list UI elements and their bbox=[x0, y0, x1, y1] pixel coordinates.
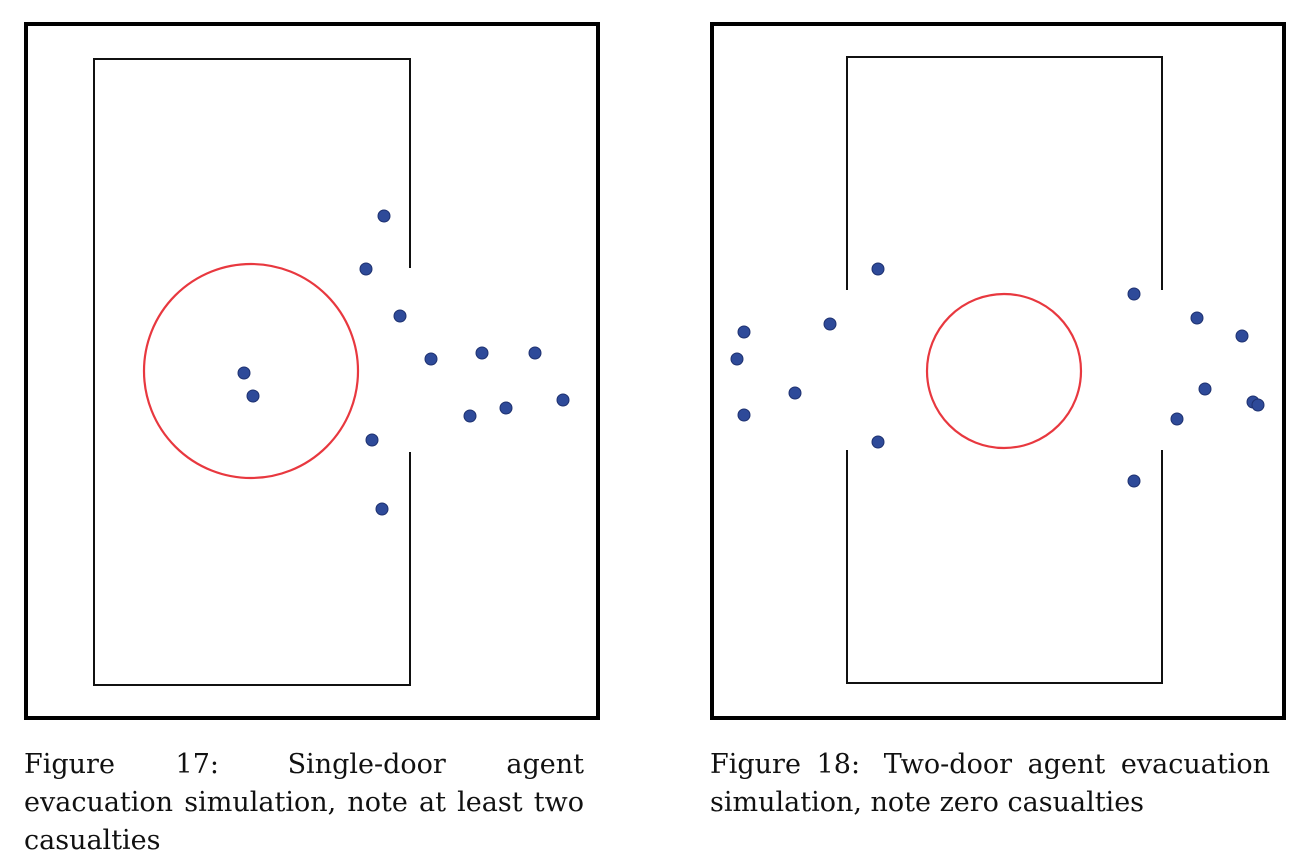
agent-dot bbox=[377, 209, 391, 223]
figure-17-label: Figure 17: bbox=[24, 749, 219, 780]
agent-dot bbox=[1127, 287, 1141, 301]
agent-dot bbox=[424, 352, 438, 366]
agent-dot bbox=[1127, 474, 1141, 488]
agent-dot bbox=[365, 433, 379, 447]
agent-dot bbox=[823, 317, 837, 331]
agent-dot bbox=[730, 352, 744, 366]
agent-dot bbox=[528, 346, 542, 360]
agent-dot bbox=[788, 386, 802, 400]
agent-dot bbox=[1198, 382, 1212, 396]
figure-17-simulation bbox=[24, 22, 600, 720]
agent-dot bbox=[463, 409, 477, 423]
threat-circle bbox=[925, 292, 1083, 450]
room-wall-top bbox=[846, 56, 1163, 290]
agent-dot bbox=[375, 502, 389, 516]
figure-18-caption-text: Two-door agent evacuation simulation, no… bbox=[710, 749, 1270, 818]
agent-dot bbox=[1170, 412, 1184, 426]
outer-frame bbox=[24, 22, 600, 720]
room-wall-bottom bbox=[846, 450, 1163, 684]
agent-dot bbox=[393, 309, 407, 323]
room-wall bbox=[93, 58, 411, 686]
agent-dot bbox=[556, 393, 570, 407]
agent-dot bbox=[871, 435, 885, 449]
figure-17-caption: Figure 17: Single-door agent evacuation … bbox=[24, 746, 584, 860]
agent-dot bbox=[359, 262, 373, 276]
figure-18-caption: Figure 18: Two-door agent evacuation sim… bbox=[710, 746, 1270, 822]
agent-dot bbox=[737, 408, 751, 422]
figure-18-panel bbox=[710, 22, 1286, 720]
figure-18-simulation bbox=[710, 22, 1286, 720]
agent-dot bbox=[1235, 329, 1249, 343]
figure-18-label: Figure 18: bbox=[710, 749, 861, 780]
agent-dot bbox=[475, 346, 489, 360]
threat-circle bbox=[142, 262, 360, 480]
figure-17-panel bbox=[24, 22, 600, 720]
agent-dot bbox=[1190, 311, 1204, 325]
casualty-agent-dot bbox=[237, 366, 251, 380]
agent-dot bbox=[737, 325, 751, 339]
agent-dot bbox=[499, 401, 513, 415]
agent-dot bbox=[1251, 398, 1265, 412]
outer-frame bbox=[710, 22, 1286, 720]
casualty-agent-dot bbox=[246, 389, 260, 403]
agent-dot bbox=[871, 262, 885, 276]
